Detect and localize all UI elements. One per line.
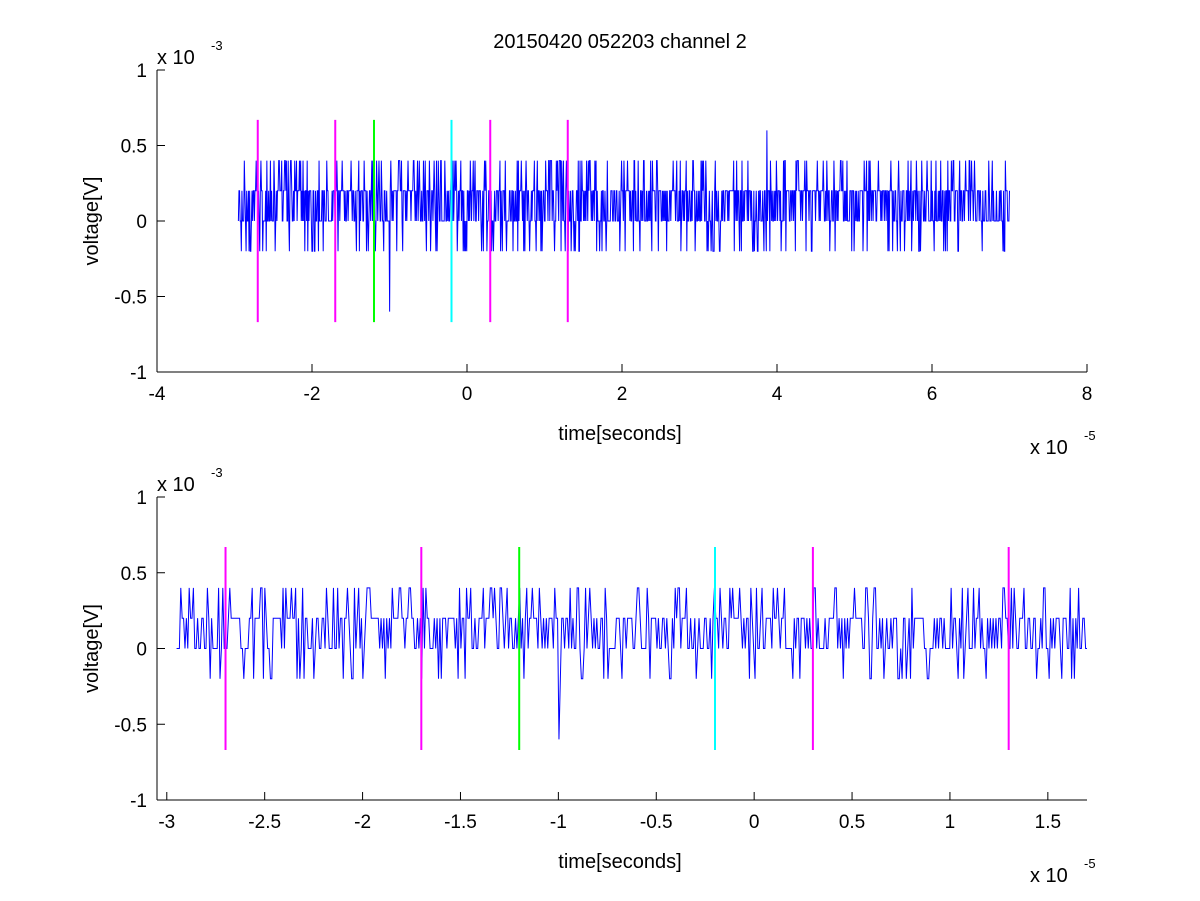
y-tick-label: -0.5 [114, 715, 147, 736]
y-axis-label: voltage[V] [81, 604, 103, 693]
x-tick-label: 0 [462, 384, 473, 405]
x-tick-label: 0.5 [839, 812, 865, 833]
y-tick-label: -1 [130, 791, 147, 812]
y-tick-label: 1 [136, 61, 147, 82]
bottom-panel: -3 -2.5 -2 -1.5 -1 -0.5 0 0.5 1 1.5 1 0.5 0 -0.5 -1 tim… [81, 465, 1096, 887]
y-tick-label: -0.5 [114, 288, 147, 309]
x-tick-label: 0 [749, 812, 760, 833]
y-tick-label: 1 [136, 488, 147, 509]
x-axis-label: time[seconds] [558, 423, 681, 445]
y-tick-label: 0 [136, 640, 147, 661]
signal-trace [237, 130, 1010, 312]
x-tick-label: -2 [354, 812, 371, 833]
x-tick-label: 8 [1082, 384, 1093, 405]
y-tick-label: 0 [136, 212, 147, 233]
y-tick-label: 0.5 [121, 564, 147, 585]
x-tick-label: -2 [304, 384, 321, 405]
x-tick-label: -4 [149, 384, 166, 405]
x-tick-label: 2 [617, 384, 628, 405]
signal-trace [176, 587, 1087, 740]
x-axis-label: time[seconds] [558, 851, 681, 873]
x-tick-label: -1 [550, 812, 567, 833]
y-tick-label: 0.5 [121, 137, 147, 158]
x-tick-label: 1 [945, 812, 956, 833]
x-tick-label: 6 [927, 384, 938, 405]
y-exponent-power: -3 [211, 465, 223, 480]
x-exponent-label: x 10 [1030, 865, 1068, 887]
y-axis-label: voltage[V] [81, 177, 103, 266]
y-tick-label: -1 [130, 363, 147, 384]
x-exponent-power: -5 [1084, 856, 1096, 871]
x-tick-label: 4 [772, 384, 783, 405]
x-tick-label: -1.5 [444, 812, 477, 833]
figure-title: 20150420 052203 channel 2 [493, 31, 747, 53]
x-tick-label: -0.5 [640, 812, 673, 833]
y-exponent-label: x 10 [157, 474, 195, 496]
x-tick-label: -3 [158, 812, 175, 833]
x-exponent-label: x 10 [1030, 437, 1068, 459]
x-exponent-power: -5 [1084, 428, 1096, 443]
x-tick-label: 1.5 [1035, 812, 1061, 833]
top-panel: -4 -2 0 2 4 6 8 1 0.5 0 -0.5 -1 time[seconds] voltage… [81, 38, 1096, 459]
y-exponent-label: x 10 [157, 47, 195, 69]
x-tick-label: -2.5 [248, 812, 281, 833]
y-exponent-power: -3 [211, 38, 223, 53]
